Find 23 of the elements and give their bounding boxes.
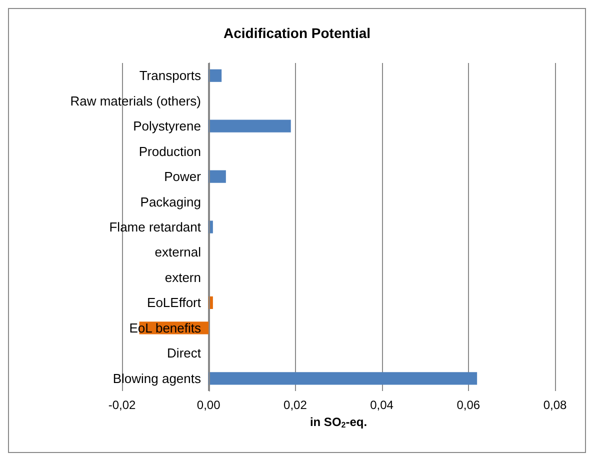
y-tick-label: Transports (139, 68, 202, 84)
x-tick-label: 0,00 (196, 398, 221, 412)
x-tick-label: 0,04 (370, 398, 394, 412)
y-tick-label: extern (164, 270, 201, 285)
y-tick-label: external (154, 244, 202, 260)
y-tick-label: Production (138, 144, 201, 159)
y-tick-label: Raw materials (others) (70, 93, 201, 108)
x-tick-label: 0,06 (456, 398, 480, 412)
x-tick-label: -0,02 (108, 398, 136, 412)
x-tick-label: 0,08 (543, 398, 567, 412)
y-tick-label: Flame retardant (109, 220, 202, 234)
bar (208, 170, 226, 183)
y-tick-label: Blowing agents (112, 370, 202, 386)
y-tick-label: EoLEffort (147, 295, 202, 310)
y-tick-label: Direct (167, 346, 202, 361)
y-tick-label: Power (164, 169, 202, 184)
y-tick-label: Polystyrene (133, 118, 201, 134)
chart-title: Acidification Potential (223, 25, 371, 41)
bar (208, 120, 291, 132)
bar (208, 372, 478, 385)
x-tick-label: 0,02 (284, 398, 308, 412)
bar (208, 69, 222, 82)
y-tick-label: Packaging (140, 194, 201, 210)
